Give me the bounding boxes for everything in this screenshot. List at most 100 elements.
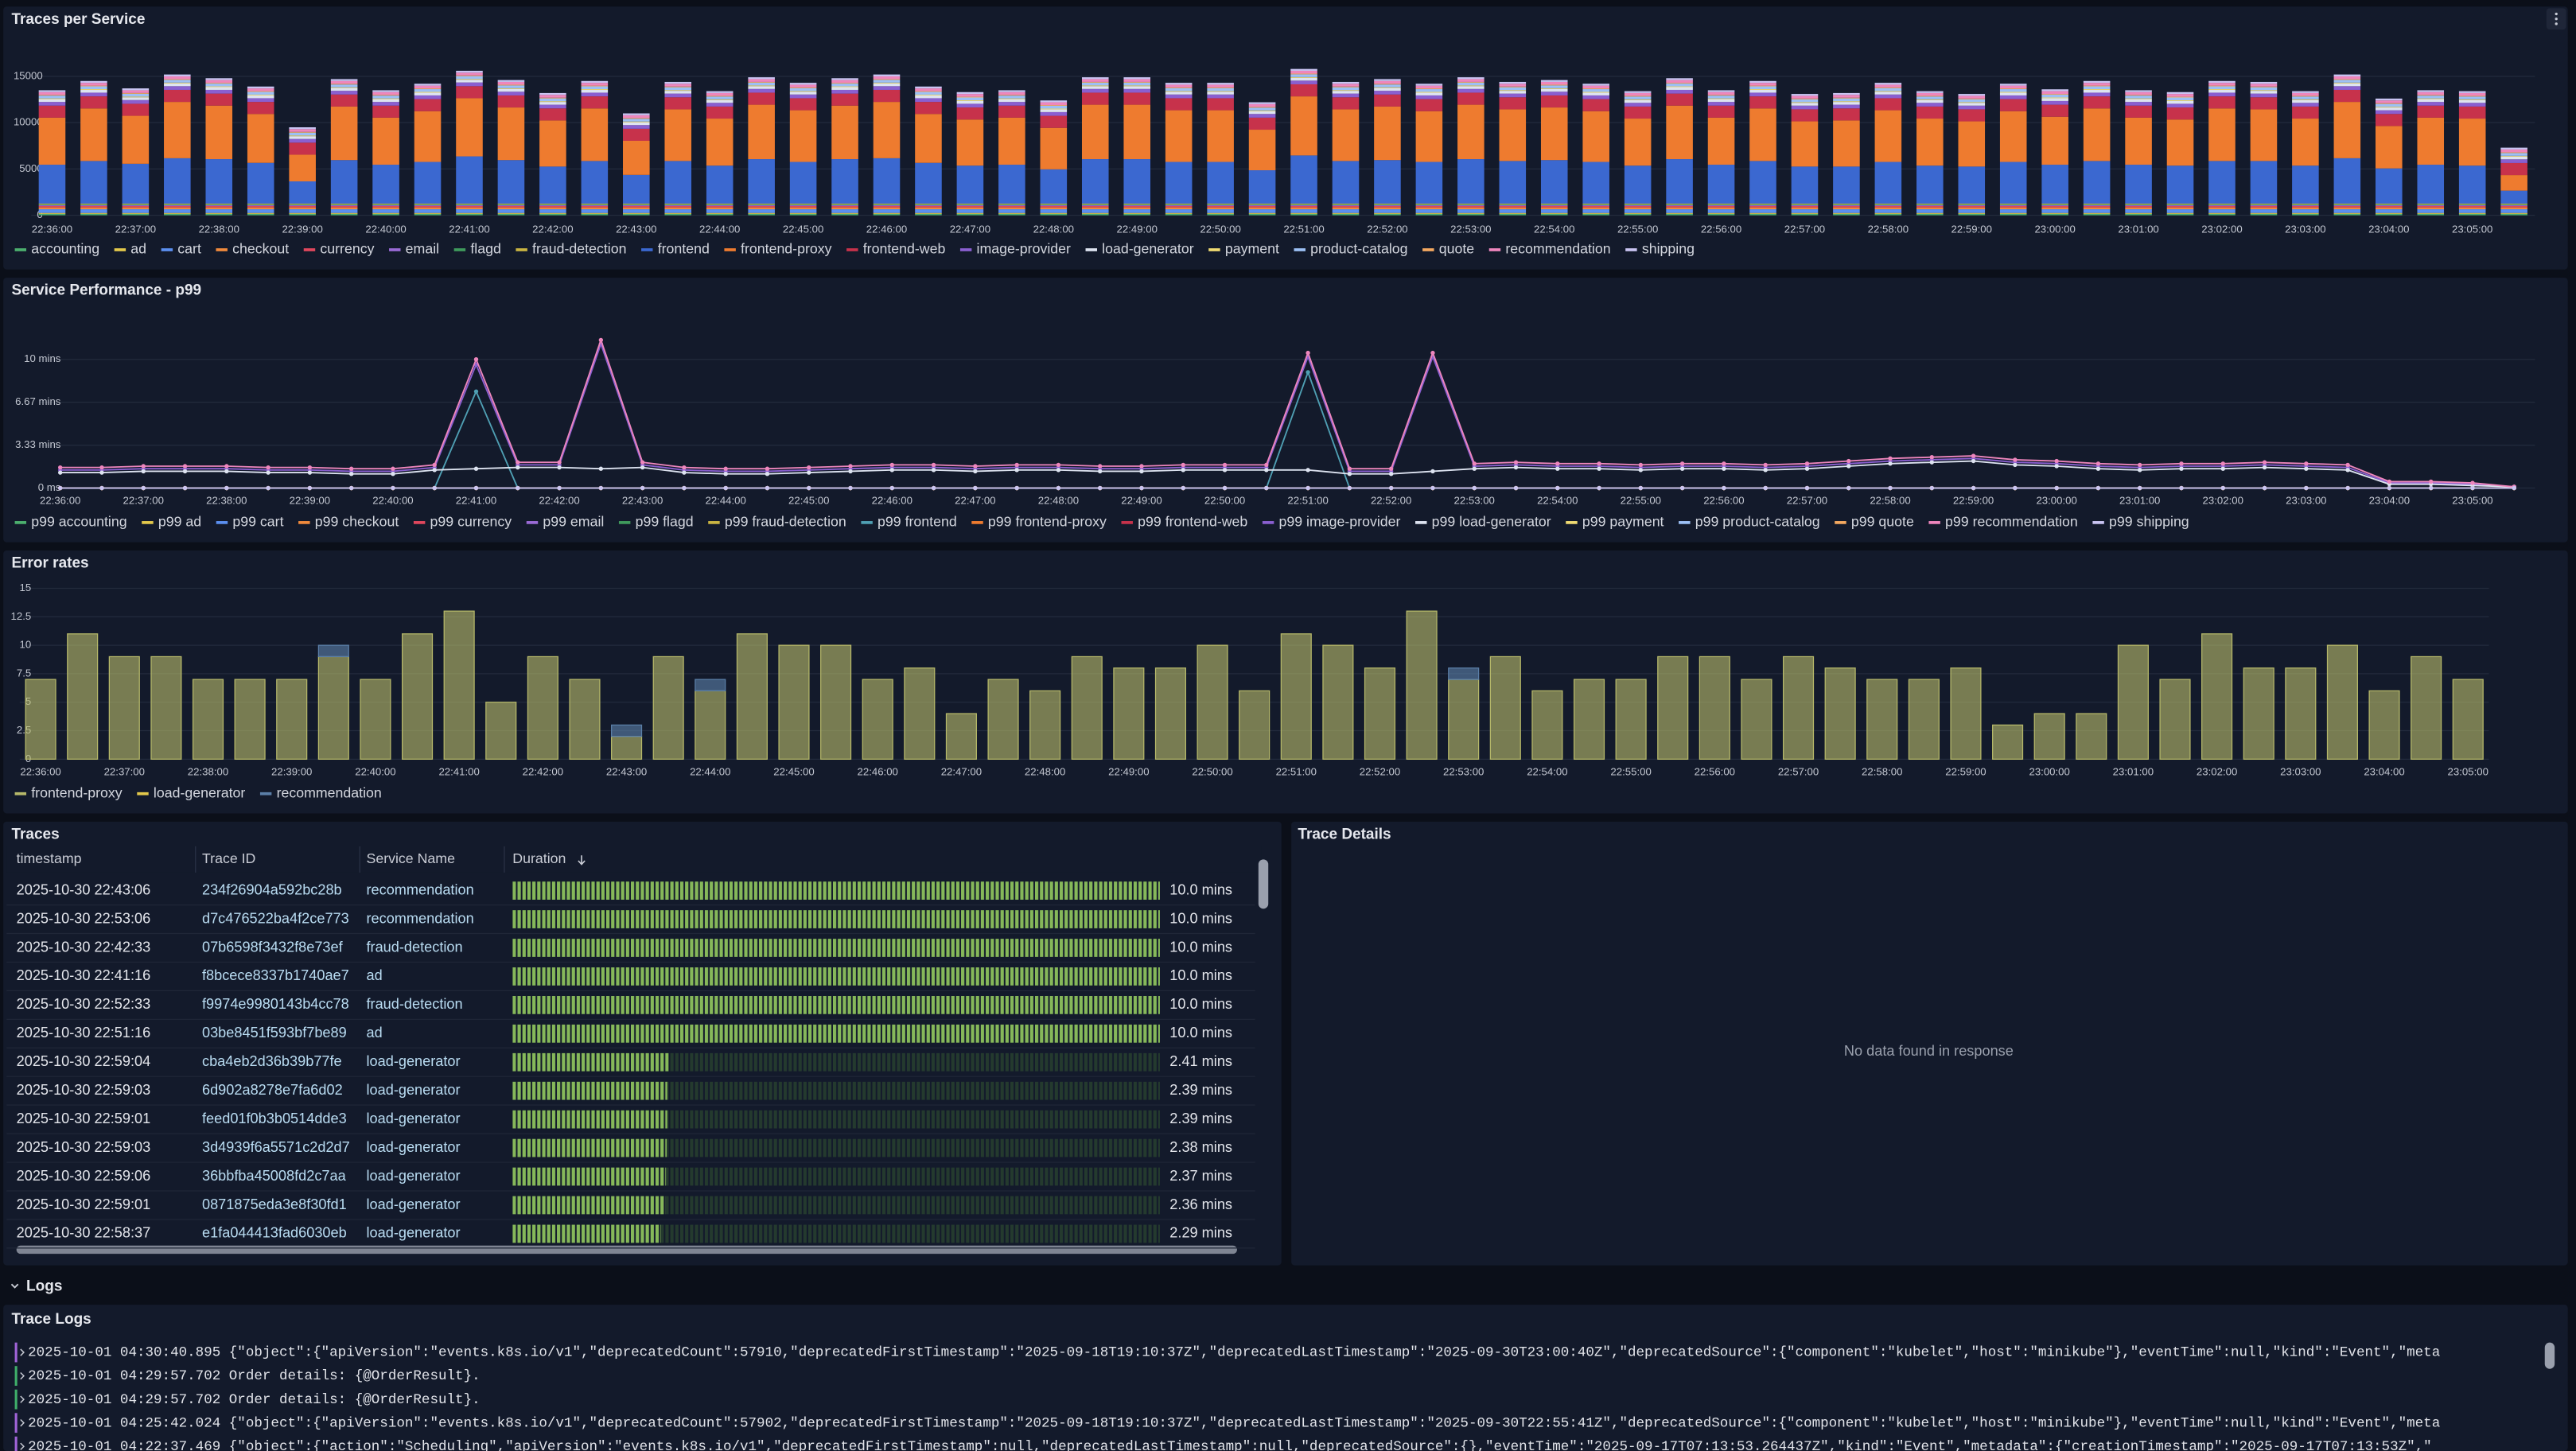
bar [2250, 81, 2278, 84]
column-header[interactable]: Service Name [367, 850, 456, 866]
legend-item[interactable]: p99 frontend-proxy [971, 514, 1107, 530]
bar [873, 102, 901, 158]
legend-item[interactable]: p99 product-catalog [1679, 514, 1820, 530]
legend-item[interactable]: frontend-web [846, 241, 945, 257]
duration-bar [512, 1167, 667, 1186]
bar [330, 80, 358, 84]
legend-item[interactable]: p99 frontend-web [1121, 514, 1248, 530]
bar [80, 80, 107, 84]
bar [1916, 207, 1944, 210]
legend-item[interactable]: p99 frontend [861, 514, 957, 530]
bar [372, 212, 399, 214]
legend-item[interactable]: quote [1422, 241, 1474, 257]
bar [2159, 679, 2191, 760]
bar [2417, 212, 2445, 214]
legend-item[interactable]: frontend [641, 241, 710, 257]
legend-item[interactable]: p99 checkout [298, 514, 399, 530]
scrollbar[interactable] [16, 1245, 1237, 1255]
legend-item[interactable]: load-generator [137, 784, 245, 800]
table-row[interactable]: 2025-10-30 22:53:06 d7c476522ba4f2ce773 re… [6, 910, 1255, 935]
table-row[interactable]: 2025-10-30 22:41:16 f8bcece8337b1740ae7 ad… [6, 967, 1255, 992]
duration-bar [512, 1052, 669, 1072]
legend-item[interactable]: recommendation [1488, 241, 1611, 257]
column-header[interactable]: timestamp [17, 850, 82, 866]
y-tick-label: 3.33 mins [15, 438, 61, 450]
legend-item[interactable]: frontend-proxy [724, 241, 832, 257]
log-row[interactable]: 2025-10-01 04:29:57.702 Order details: {… [14, 1366, 481, 1386]
bar [1123, 209, 1151, 213]
log-row[interactable]: 2025-10-01 04:25:42.024 {"object":{"apiV… [14, 1413, 2441, 1433]
legend-item[interactable]: p99 ad [142, 514, 201, 530]
panel-menu[interactable] [2546, 8, 2566, 30]
log-line: 2025-10-01 04:30:40.895 {"object":{"apiV… [28, 1345, 2440, 1361]
legend-item[interactable]: p99 recommendation [1928, 514, 2078, 530]
bar [122, 96, 150, 98]
bar [1540, 88, 1568, 89]
legend-item[interactable]: fraud-detection [516, 241, 626, 257]
collapse-icon[interactable] [10, 1283, 19, 1289]
scrollbar[interactable] [2544, 1342, 2555, 1369]
legend-item[interactable]: p99 fraud-detection [708, 514, 846, 530]
legend-item[interactable]: email [389, 241, 439, 257]
bar [956, 204, 984, 206]
legend-item[interactable]: accounting [14, 241, 99, 257]
table-row[interactable]: 2025-10-30 22:43:06 234f26904a592bc28b rec… [6, 881, 1255, 906]
bar [1207, 161, 1234, 204]
bar [1165, 98, 1193, 111]
table-row[interactable]: 2025-10-30 22:59:01 feed01f0b3b0514dde3 lo… [6, 1110, 1255, 1134]
legend-item[interactable]: p99 currency [413, 514, 512, 530]
bar [414, 89, 442, 92]
scrollbar[interactable] [1258, 859, 1269, 909]
table-row[interactable]: 2025-10-30 22:42:33 07b6598f3432f8e73ef fr… [6, 939, 1255, 963]
log-row[interactable]: 2025-10-01 04:29:57.702 Order details: {… [14, 1389, 481, 1410]
bar [1999, 89, 2027, 92]
table-row[interactable]: 2025-10-30 22:59:03 3d4939f6a5571c2d2d7 lo… [6, 1138, 1255, 1163]
legend-item[interactable]: p99 flagd [618, 514, 694, 530]
legend-item[interactable]: ad [114, 241, 146, 257]
table-row[interactable]: 2025-10-30 22:59:04 cba4eb2d36b39b77fe loa… [6, 1052, 1255, 1077]
bar [2452, 679, 2484, 760]
legend-item[interactable]: checkout [216, 241, 289, 257]
section-title[interactable]: Logs [26, 1278, 62, 1294]
legend-item[interactable]: payment [1208, 241, 1279, 257]
legend-item[interactable]: p99 image-provider [1262, 514, 1401, 530]
legend-item[interactable]: p99 shipping [2092, 514, 2189, 530]
bar [122, 205, 150, 208]
log-row[interactable]: 2025-10-01 04:22:37.469 {"object":{"acti… [14, 1436, 2432, 1451]
column-header[interactable]: Trace ID [202, 850, 255, 866]
legend-item[interactable]: flagd [453, 241, 501, 257]
legend-item[interactable]: image-provider [959, 241, 1071, 257]
legend-item[interactable]: cart [161, 241, 201, 257]
legend-item[interactable]: load-generator [1085, 241, 1194, 257]
bar [1874, 161, 1902, 204]
bar [2292, 91, 2319, 93]
table-row[interactable]: 2025-10-30 22:59:06 36bbfba45008fd2c7aa lo… [6, 1167, 1255, 1192]
legend-item[interactable]: p99 email [526, 514, 605, 530]
legend-item[interactable]: recommendation [259, 784, 382, 800]
legend-item[interactable]: p99 load-generator [1415, 514, 1551, 530]
legend-item[interactable]: shipping [1625, 241, 1695, 257]
legend-item[interactable]: p99 quote [1835, 514, 1914, 530]
bar [1448, 679, 1480, 760]
column-header[interactable]: Duration [512, 850, 566, 866]
bar [1958, 166, 1986, 204]
legend-item[interactable]: currency [303, 241, 375, 257]
legend-item[interactable]: p99 cart [216, 514, 284, 530]
bar [2333, 207, 2361, 210]
log-row[interactable]: 2025-10-01 04:30:40.895 {"object":{"apiV… [14, 1342, 2441, 1363]
table-row[interactable]: 2025-10-30 22:58:37 e1fa044413fad6030eb lo… [6, 1224, 1255, 1249]
bar [1749, 204, 1776, 206]
legend-item[interactable]: p99 payment [1566, 514, 1664, 530]
table-row[interactable]: 2025-10-30 22:59:01 0871875eda3e8f30fd1 lo… [6, 1196, 1255, 1220]
y-tick-label: 15000 [14, 69, 43, 81]
bar [1833, 108, 1860, 121]
table-row[interactable]: 2025-10-30 22:59:03 6d902a8278e7fa6d02 loa… [6, 1081, 1255, 1106]
x-tick-label: 22:42:00 [532, 224, 573, 235]
legend-item[interactable]: p99 accounting [14, 514, 127, 530]
table-row[interactable]: 2025-10-30 22:51:16 03be8451f593bf7be89 ad… [6, 1024, 1255, 1048]
panel-title: Traces [11, 826, 59, 842]
legend-item[interactable]: frontend-proxy [14, 784, 123, 800]
bar [330, 205, 358, 206]
table-row[interactable]: 2025-10-30 22:52:33 f9974e9980143b4cc78 fr… [6, 996, 1255, 1020]
legend-item[interactable]: product-catalog [1294, 241, 1408, 257]
